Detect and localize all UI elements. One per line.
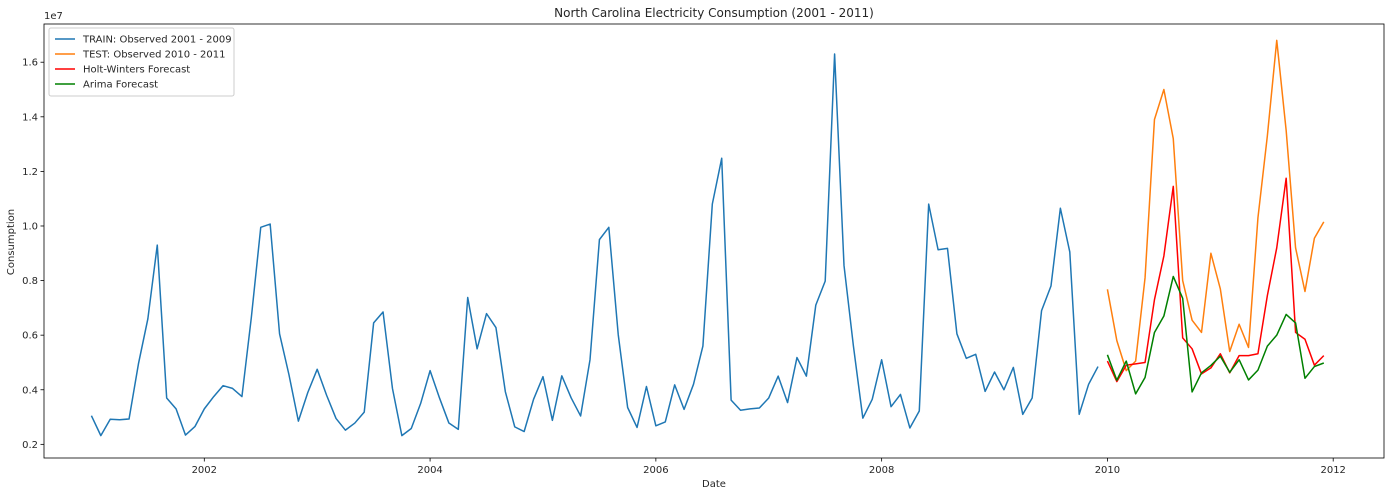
legend-entry-label: TEST: Observed 2010 - 2011	[82, 50, 226, 61]
y-tick-label: 0.2	[22, 440, 38, 451]
plot-frame	[43, 23, 1385, 459]
plot-area: 2002 2004 2006 2008 2010 2012 0.2 0.4 0.6 0.8 1.0 1…	[22, 23, 1385, 476]
y-axis-label: Consumption	[6, 209, 17, 275]
x-tick-label: 2002	[192, 465, 217, 476]
y-tick-label: 0.4	[22, 385, 38, 396]
y-tick-label: 1.0	[22, 221, 38, 232]
series-line-2	[1106, 39, 1325, 372]
series-line-3	[1106, 177, 1325, 383]
x-tick-label: 2012	[1320, 465, 1345, 476]
legend-entry-label: Arima Forecast	[83, 80, 158, 91]
x-axis-label: Date	[702, 479, 726, 490]
x-tick-label: 2004	[417, 465, 442, 476]
legend-entry-label: TRAIN: Observed 2001 - 2009	[82, 35, 232, 46]
y-tick-label: 0.6	[22, 331, 38, 342]
x-tick-label: 2010	[1095, 465, 1120, 476]
y-offset-label: 1e7	[44, 11, 63, 22]
legend-box	[48, 27, 235, 97]
series-line-1	[90, 53, 1099, 437]
series-line-4	[1106, 275, 1325, 395]
y-tick-label: 0.8	[22, 276, 38, 287]
y-tick-label: 1.4	[22, 112, 38, 123]
y-tick-label: 1.2	[22, 167, 38, 178]
x-tick-label: 2008	[869, 465, 894, 476]
legend-entry-label: Holt-Winters Forecast	[83, 65, 190, 76]
legend: TRAIN: Observed 2001 - 2009 TEST: Observe…	[48, 27, 235, 97]
x-tick-label: 2006	[643, 465, 668, 476]
y-tick-label: 1.6	[22, 58, 38, 69]
chart-title: North Carolina Electricity Consumption (…	[554, 6, 874, 20]
